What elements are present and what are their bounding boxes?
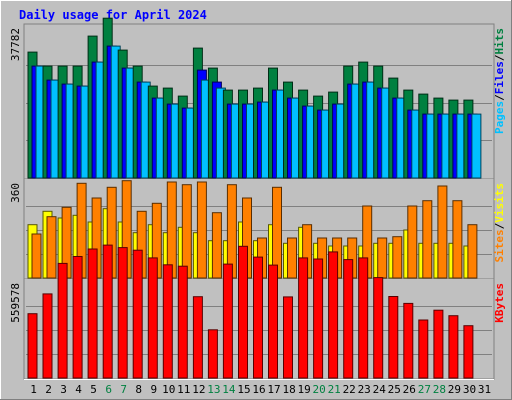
x-tick-label-day-6: 6: [105, 383, 112, 396]
bar-sites-day-26: [407, 205, 418, 279]
panel-visits-axis-legend: Sites/Visits: [493, 183, 506, 263]
bar-kbytes-day-28: [433, 309, 444, 379]
bar-sites-day-11: [181, 184, 192, 279]
bar-kbytes-day-30: [463, 325, 474, 379]
bar-kbytes-day-7: [117, 247, 128, 379]
bar-kbytes-day-29: [448, 315, 459, 379]
x-tick-label-day-31: 31: [478, 383, 491, 396]
bar-sites-day-17: [272, 186, 282, 279]
x-tick-label-day-23: 23: [358, 383, 371, 396]
bar-kbytes-day-1: [27, 313, 38, 379]
bar-kbytes-day-19: [298, 257, 309, 379]
bar-kbytes-day-14: [222, 263, 233, 379]
x-tick-label-day-11: 11: [177, 383, 190, 396]
bar-sites-day-12: [196, 181, 207, 279]
legend-separator: /: [493, 54, 506, 61]
bar-kbytes-day-11: [177, 265, 188, 379]
x-tick-label-day-15: 15: [237, 383, 250, 396]
panel-hits-ymax-label: 37782: [9, 28, 22, 61]
panel-visits-ymax-label: 360: [9, 183, 22, 203]
bar-kbytes-day-24: [373, 277, 384, 379]
bar-sites-day-18: [287, 237, 297, 279]
bar-kbytes-day-27: [418, 319, 429, 379]
x-tick-label-day-12: 12: [192, 383, 205, 396]
bar-kbytes-day-10: [162, 264, 173, 379]
panel-hits-axis-legend: Pages/Files/Hits: [493, 28, 506, 134]
panel-kbytes-axis-legend: KBytes: [493, 283, 506, 323]
x-tick-label-day-25: 25: [388, 383, 401, 396]
bar-sites-day-2: [46, 216, 57, 279]
bar-kbytes-day-17: [268, 264, 278, 379]
bar-kbytes-day-9: [147, 257, 158, 379]
bar-kbytes-day-4: [72, 256, 83, 379]
x-tick-label-day-17: 17: [267, 383, 280, 396]
x-tick-label-day-30: 30: [463, 383, 476, 396]
chart-panels: 37782Pages/Files/Hits360Sites/Visits5595…: [9, 17, 506, 380]
bar-kbytes-day-8: [132, 249, 143, 379]
x-tick-label-day-21: 21: [328, 383, 341, 396]
bar-kbytes-day-3: [57, 262, 68, 379]
legend-sites: Sites: [493, 229, 506, 262]
x-tick-label-day-8: 8: [135, 383, 142, 396]
panel-kbytes-ymax-label: 559578: [9, 283, 22, 323]
x-tick-label-day-24: 24: [373, 383, 387, 396]
legend-hits: Hits: [493, 28, 506, 55]
x-tick-label-day-7: 7: [120, 383, 127, 396]
x-tick-label-day-14: 14: [222, 383, 236, 396]
bar-kbytes-day-2: [42, 293, 53, 379]
x-tick-label-day-26: 26: [403, 383, 416, 396]
bar-sites-day-24: [377, 237, 388, 279]
bar-kbytes-day-13: [207, 329, 218, 379]
x-tick-label-day-1: 1: [30, 383, 37, 396]
x-tick-label-day-18: 18: [282, 383, 295, 396]
chart-title: Daily usage for April 2024: [19, 8, 207, 22]
x-tick-label-day-22: 22: [343, 383, 356, 396]
x-tick-label-day-27: 27: [418, 383, 431, 396]
bar-sites-day-1: [31, 233, 42, 279]
x-tick-label-day-3: 3: [60, 383, 67, 396]
bar-sites-day-10: [166, 181, 177, 279]
bar-kbytes-day-23: [358, 257, 369, 379]
legend-separator: /: [493, 94, 506, 101]
bar-kbytes-day-12: [192, 296, 203, 379]
bar-kbytes-day-18: [283, 296, 293, 379]
x-tick-label-day-29: 29: [448, 383, 461, 396]
bar-kbytes-day-20: [313, 258, 324, 379]
bar-kbytes-day-15: [238, 245, 248, 379]
bar-kbytes-day-26: [403, 302, 414, 379]
x-tick-label-day-5: 5: [90, 383, 97, 396]
bar-kbytes-day-21: [328, 251, 339, 379]
x-tick-label-day-10: 10: [162, 383, 175, 396]
bar-pages-day-30: [471, 113, 482, 179]
x-tick-label-day-28: 28: [433, 383, 446, 396]
x-tick-label-day-4: 4: [75, 383, 82, 396]
bar-sites-day-25: [392, 236, 403, 279]
bar-kbytes-day-5: [87, 248, 98, 379]
legend-files: Files: [493, 61, 506, 94]
bar-sites-day-29: [452, 200, 463, 279]
bar-kbytes-day-22: [343, 259, 354, 379]
bar-sites-day-13: [211, 212, 222, 279]
legend-kbytes: KBytes: [493, 283, 506, 323]
bar-kbytes-day-6: [102, 244, 113, 379]
x-tick-label-day-20: 20: [312, 383, 325, 396]
legend-visits: Visits: [493, 183, 506, 223]
x-tick-label-day-2: 2: [45, 383, 52, 396]
bar-sites-day-30: [467, 224, 478, 279]
bar-sites-day-27: [422, 200, 433, 279]
bar-sites-day-28: [437, 185, 448, 279]
x-tick-label-day-16: 16: [252, 383, 265, 396]
panel-kbytes: 559578 KBytes: [9, 244, 506, 380]
legend-separator: /: [493, 222, 506, 229]
x-tick-label-day-19: 19: [297, 383, 310, 396]
x-tick-label-day-9: 9: [150, 383, 157, 396]
bar-kbytes-day-25: [388, 296, 399, 379]
x-axis-day-labels: 1 2 3 4 5 6 7 8 9 10 11 12 13 14 15 16 17 18 19 20 21 22 23 24 2…: [30, 383, 491, 396]
x-tick-label-day-13: 13: [207, 383, 220, 396]
bar-kbytes-day-16: [253, 256, 263, 379]
legend-pages: Pages: [493, 101, 506, 134]
